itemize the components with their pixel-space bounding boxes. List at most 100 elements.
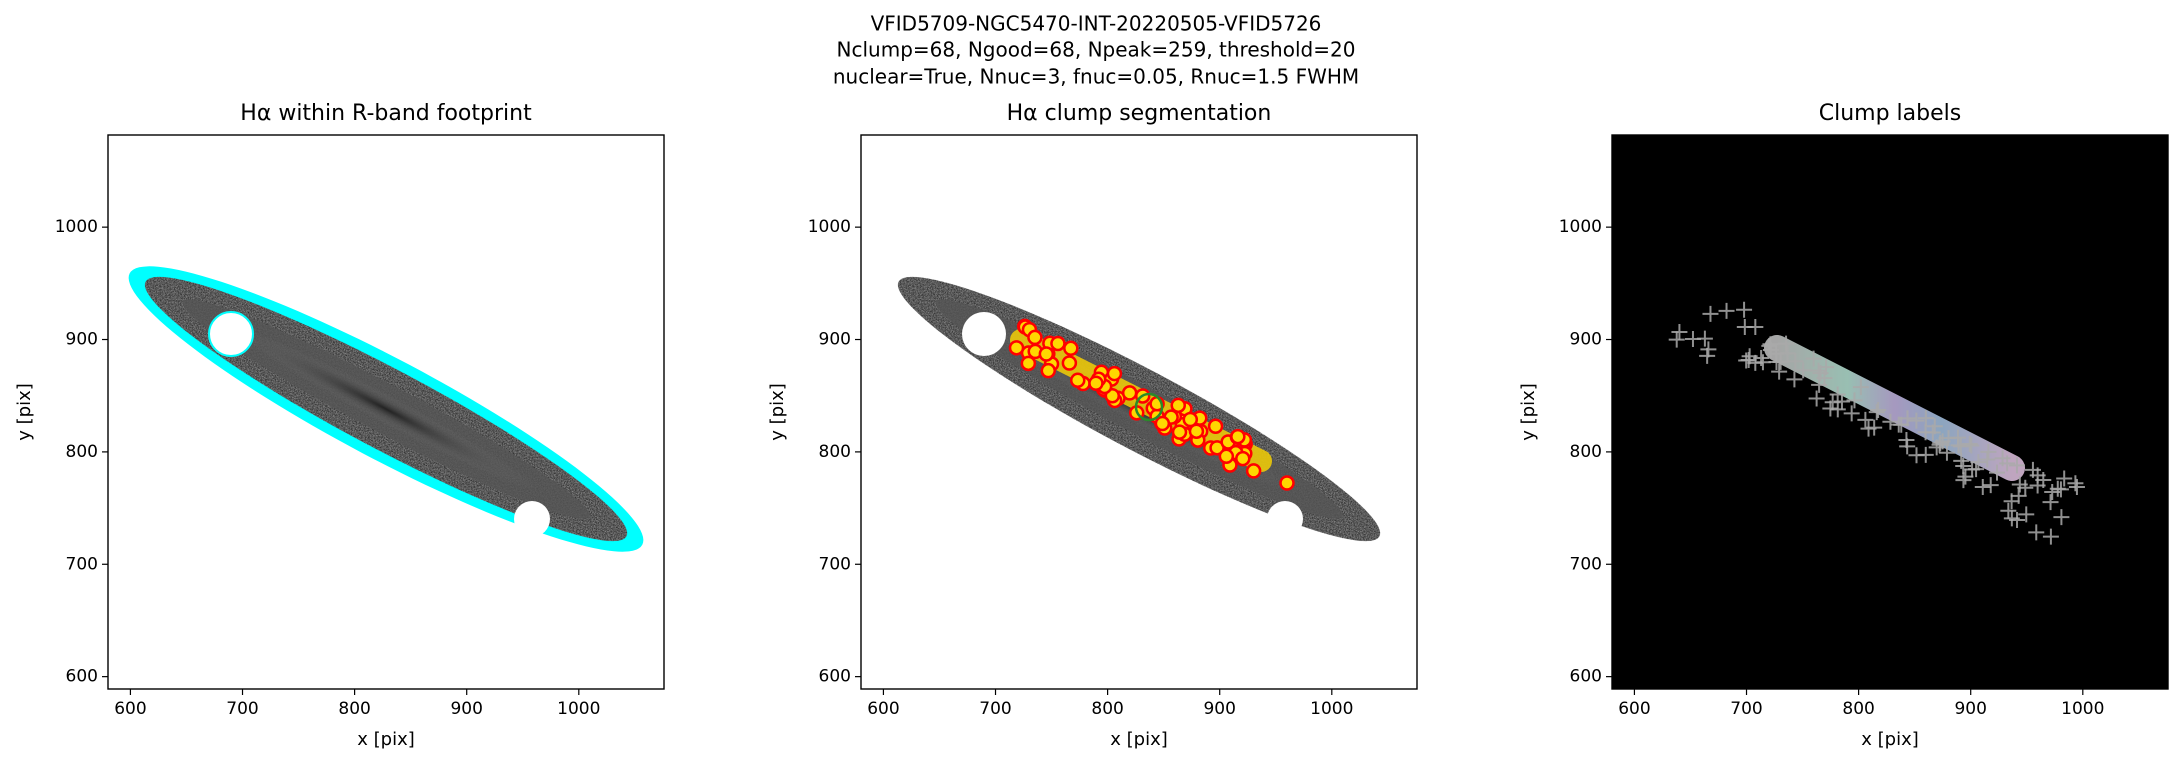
clump (1170, 397, 1186, 414)
peak-marker (1957, 468, 1974, 485)
x-tick-label: 800 (338, 699, 370, 719)
peak-marker (1696, 330, 1713, 347)
y-tick-label: 900 (819, 330, 851, 350)
mask-hole (962, 312, 1006, 356)
peak-marker (1668, 331, 1685, 348)
peak-marker (2042, 528, 2059, 545)
peak-marker (1822, 400, 1839, 417)
peak-marker (2018, 506, 2035, 523)
x-axis-label: x [pix] (357, 729, 415, 750)
axes-frame (860, 134, 1418, 690)
peak-marker (1882, 413, 1899, 430)
peak-marker (1795, 362, 1812, 379)
clump (1171, 424, 1188, 440)
x-tick-label: 700 (226, 699, 258, 719)
nucleus (1134, 392, 1164, 422)
peak-marker (2067, 475, 2084, 492)
clump (1188, 423, 1205, 439)
clump (1063, 340, 1079, 357)
x-tick-label: 600 (114, 699, 146, 719)
peak-marker (1702, 305, 1719, 322)
peak-marker (2000, 502, 2017, 519)
peak-marker (1843, 405, 1860, 422)
y-tick-label: 900 (1570, 330, 1602, 350)
peak-marker (1786, 371, 1803, 388)
peak-marker (1908, 412, 1925, 429)
clump (1154, 415, 1171, 432)
peak-marker (1671, 324, 1688, 341)
x-tick-label: 600 (1618, 699, 1650, 719)
clump (1027, 329, 1043, 346)
peak-marker (1866, 419, 1883, 436)
peak-marker (2011, 476, 2028, 493)
peak-marker (1699, 347, 1716, 364)
y-axis-label: y [pix] (1518, 383, 1539, 441)
y-tick-label: 900 (66, 330, 98, 350)
peak-marker (1852, 379, 1869, 396)
clump (1207, 418, 1224, 434)
clump (1230, 428, 1246, 445)
y-tick-label: 800 (819, 442, 851, 462)
clump (1235, 450, 1251, 467)
peak-marker (2028, 524, 2045, 541)
suptitle: Nclump=68, Ngood=68, Npeak=259, threshol… (837, 38, 1356, 62)
x-tick-label: 600 (867, 699, 899, 719)
x-tick-label: 700 (1730, 699, 1762, 719)
peak-marker (1718, 302, 1735, 319)
clump (1008, 340, 1025, 356)
suptitle: nuclear=True, Nnuc=3, fnuc=0.05, Rnuc=1.… (833, 65, 1359, 89)
peak-marker (2008, 457, 2025, 474)
core (235, 328, 537, 490)
peak-marker (1736, 301, 1753, 318)
peak-marker (1868, 404, 1885, 421)
y-tick-label: 600 (66, 667, 98, 687)
clump (1038, 346, 1055, 362)
peak-marker (2029, 467, 2046, 484)
peak-marker (2009, 512, 2026, 529)
peak-marker (2056, 470, 2073, 487)
x-axis-label: x [pix] (1861, 729, 1919, 750)
y-tick-label: 1000 (808, 217, 851, 237)
image-content (897, 276, 1381, 542)
peak-marker (1979, 451, 1996, 468)
peak-marker (1761, 337, 1778, 354)
peak-marker (1857, 411, 1874, 428)
x-tick-label: 800 (1091, 699, 1123, 719)
image-panel (861, 135, 1417, 689)
clump (1121, 385, 1138, 401)
peak-marker (1917, 410, 1934, 427)
x-axis-label: x [pix] (1110, 729, 1168, 750)
peak-marker (1955, 472, 1972, 489)
y-axis-label: y [pix] (14, 383, 35, 441)
clump (1020, 355, 1037, 372)
panel-title: Hα within R-band footprint (240, 101, 532, 126)
x-tick-label: 800 (1842, 699, 1874, 719)
galaxy (128, 266, 644, 552)
image-panel (1612, 135, 2168, 689)
y-tick-label: 600 (819, 667, 851, 687)
peak-marker (1808, 390, 1825, 407)
peak-marker (1953, 452, 1970, 469)
clump (1050, 335, 1066, 352)
suptitle: VFID5709-NGC5470-INT-20220505-VFID5726 (871, 12, 1322, 36)
peak-marker (1890, 416, 1907, 433)
peak-marker (1982, 477, 1999, 494)
y-tick-label: 700 (1570, 554, 1602, 574)
x-tick-label: 900 (1203, 699, 1235, 719)
peak-marker (1812, 365, 1829, 382)
image-content (1668, 301, 2085, 545)
clump (1088, 375, 1104, 391)
peak-marker (1747, 318, 1764, 335)
x-tick-label: 900 (450, 699, 482, 719)
clump (1245, 463, 1262, 479)
mask-hole (1267, 501, 1303, 537)
peak-marker (1787, 353, 1804, 370)
panel-title: Clump labels (1819, 101, 1961, 126)
peak-marker (1811, 376, 1828, 393)
axes-frame (107, 134, 665, 690)
clump (1279, 475, 1295, 491)
peak-marker (1938, 444, 1955, 461)
x-tick-label: 1000 (1310, 699, 1353, 719)
peak-marker (1952, 438, 1969, 455)
peak-marker (1846, 392, 1863, 409)
